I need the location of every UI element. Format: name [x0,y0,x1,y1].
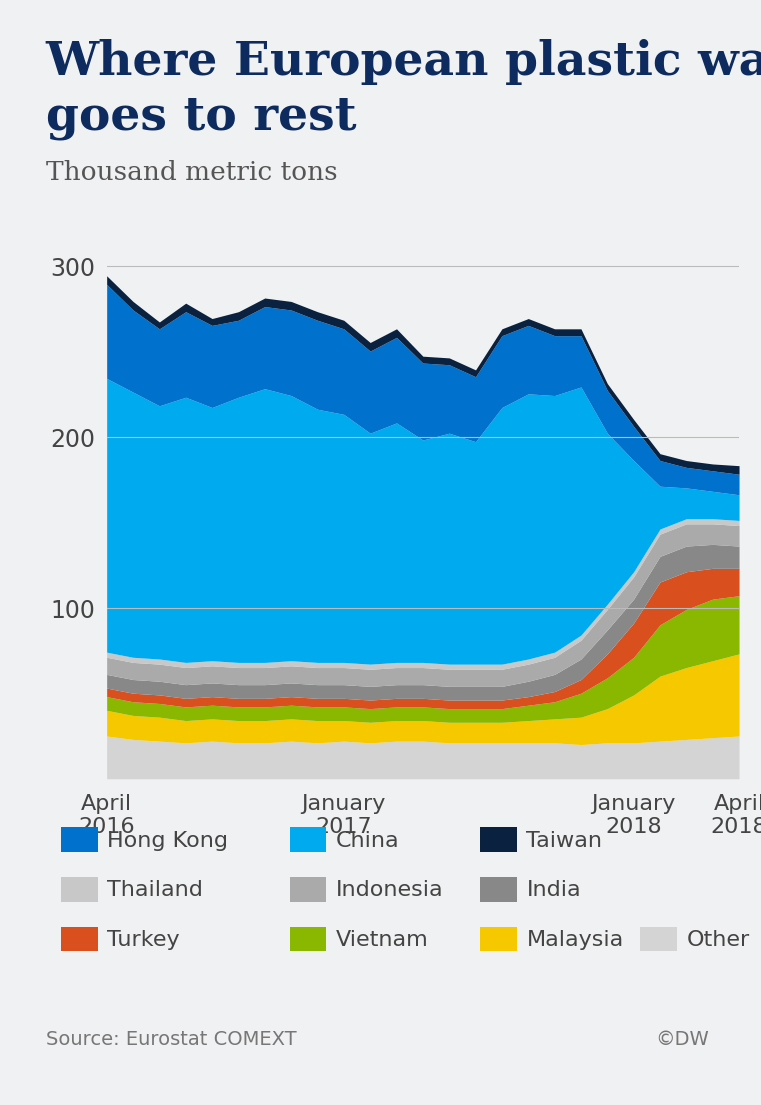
Text: Source: Eurostat COMEXT: Source: Eurostat COMEXT [46,1029,296,1049]
Text: China: China [336,830,400,850]
Text: Turkey: Turkey [107,929,180,949]
Text: Where European plastic waste
goes to rest: Where European plastic waste goes to res… [46,39,761,140]
Text: Hong Kong: Hong Kong [107,830,228,850]
Text: Thousand metric tons: Thousand metric tons [46,160,337,186]
Text: Malaysia: Malaysia [526,929,623,949]
Text: Vietnam: Vietnam [336,929,428,949]
Text: Other: Other [686,929,749,949]
Text: Indonesia: Indonesia [336,880,443,899]
Text: Thailand: Thailand [107,880,203,899]
Text: Taiwan: Taiwan [526,830,602,850]
Text: ©DW: ©DW [654,1029,708,1049]
Text: India: India [526,880,581,899]
